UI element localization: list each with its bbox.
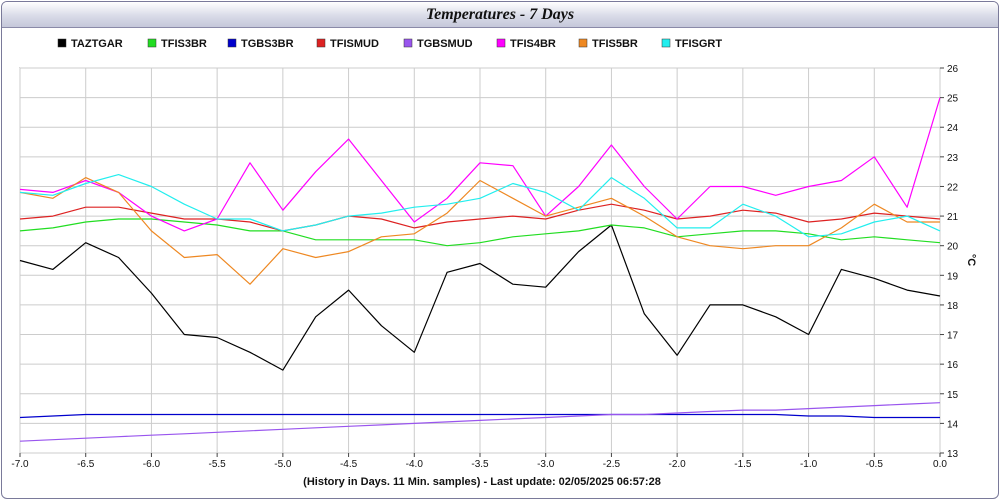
y-tick-label: 16 <box>947 360 959 371</box>
title-bar: Temperatures - 7 Days <box>2 2 998 28</box>
x-tick-label: -5.5 <box>209 459 227 470</box>
legend-swatch <box>316 38 326 48</box>
series-line-taztgar <box>19 224 941 371</box>
y-tick-label: 24 <box>947 123 959 134</box>
legend-label: TGBSMUD <box>417 38 473 50</box>
x-tick-label: 0.0 <box>933 459 947 470</box>
series-line-tfis3br <box>19 218 941 247</box>
legend-swatch <box>403 38 413 48</box>
legend-label: TFIS4BR <box>510 38 556 50</box>
y-tick-label: 13 <box>947 449 959 460</box>
y-tick-label: 23 <box>947 153 959 164</box>
legend-swatch <box>57 38 67 48</box>
y-tick-label: 14 <box>947 419 959 430</box>
legend-label: TFIS5BR <box>592 38 638 50</box>
y-tick-label: 15 <box>947 390 959 401</box>
series-line-tfis4br <box>19 97 941 232</box>
x-tick-label: -5.0 <box>274 459 292 470</box>
x-tick-label: -3.5 <box>471 459 489 470</box>
x-tick-label: -1.5 <box>734 459 752 470</box>
series-line-tgbsmud <box>19 402 941 442</box>
x-tick-label: -2.5 <box>603 459 621 470</box>
x-tick-label: -7.0 <box>11 459 29 470</box>
legend-label: TFIS3BR <box>161 38 207 50</box>
x-tick-label: -0.5 <box>866 459 884 470</box>
x-axis-label: (History in Days. 11 Min. samples) - Las… <box>303 476 661 488</box>
legend-swatch <box>661 38 671 48</box>
series-line-tfisgrt <box>19 174 941 238</box>
y-axis-label: °C <box>965 254 977 266</box>
series-line-tgbs3br <box>19 413 940 419</box>
legend-label: TFISGRT <box>675 38 722 50</box>
legend-label: TFISMUD <box>330 38 379 50</box>
grid <box>19 67 941 454</box>
x-tick-label: -6.5 <box>77 459 95 470</box>
legend-swatch <box>496 38 506 48</box>
y-tick-label: 25 <box>947 94 959 105</box>
x-tick-label: -4.5 <box>340 459 358 470</box>
y-tick-label: 26 <box>947 64 959 75</box>
legend-label: TAZTGAR <box>71 38 123 50</box>
x-tick-label: -3.0 <box>537 459 555 470</box>
chart-title: Temperatures - 7 Days <box>425 6 575 23</box>
legend-swatch <box>147 38 157 48</box>
y-tick-label: 17 <box>947 331 959 342</box>
x-tick-label: -6.0 <box>143 459 161 470</box>
x-tick-label: -2.0 <box>669 459 687 470</box>
y-tick-label: 21 <box>947 212 959 223</box>
y-axis: 13 14 15 16 17 18 19 20 21 22 23 24 25 26 <box>940 64 959 460</box>
legend-swatch <box>227 38 237 48</box>
legend-swatch <box>578 38 588 48</box>
legend-label: TGBS3BR <box>241 38 294 50</box>
x-tick-label: -4.0 <box>406 459 424 470</box>
y-tick-label: 22 <box>947 182 959 193</box>
y-tick-label: 18 <box>947 301 959 312</box>
series-line-tfis5br <box>19 177 940 285</box>
series-group <box>19 97 941 442</box>
series-line-tfismud <box>19 203 941 232</box>
legend: TAZTGAR TFIS3BR TGBS3BR TFISMUD TGBSMUD TFIS4… <box>57 38 722 50</box>
x-tick-label: -1.0 <box>800 459 818 470</box>
x-axis: -7.0 -6.5 -6.0 -5.5 -5.0 -4.5 -4.0 -3.5 -3.0 -2.5… <box>11 453 947 470</box>
y-tick-label: 19 <box>947 271 959 282</box>
y-tick-label: 20 <box>947 242 959 253</box>
